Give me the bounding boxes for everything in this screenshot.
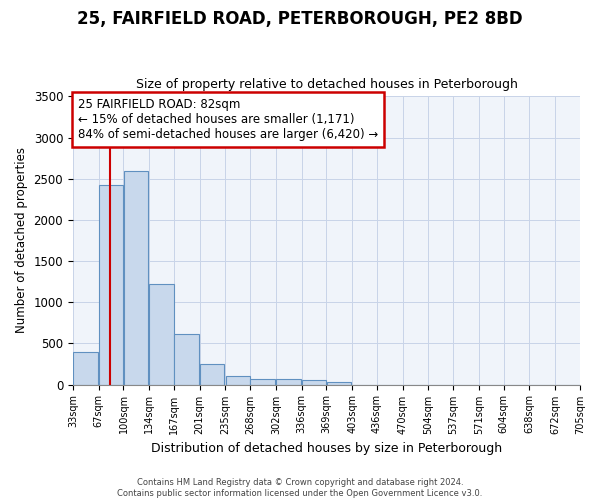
Bar [99, 186, 123, 384]
Text: Contains HM Land Registry data © Crown copyright and database right 2024.
Contai: Contains HM Land Registry data © Crown c… [118, 478, 482, 498]
Title: Size of property relative to detached houses in Peterborough: Size of property relative to detached ho… [136, 78, 517, 91]
Bar [226, 376, 250, 384]
Bar [276, 379, 301, 384]
Bar [149, 284, 174, 384]
Bar [302, 380, 326, 384]
Bar [326, 382, 351, 384]
Bar [124, 172, 148, 384]
X-axis label: Distribution of detached houses by size in Peterborough: Distribution of detached houses by size … [151, 442, 502, 455]
Text: 25, FAIRFIELD ROAD, PETERBOROUGH, PE2 8BD: 25, FAIRFIELD ROAD, PETERBOROUGH, PE2 8B… [77, 10, 523, 28]
Bar [174, 334, 199, 384]
Bar [250, 379, 275, 384]
Bar [200, 364, 224, 384]
Text: 25 FAIRFIELD ROAD: 82sqm
← 15% of detached houses are smaller (1,171)
84% of sem: 25 FAIRFIELD ROAD: 82sqm ← 15% of detach… [78, 98, 378, 141]
Y-axis label: Number of detached properties: Number of detached properties [15, 148, 28, 334]
Bar [73, 352, 98, 384]
